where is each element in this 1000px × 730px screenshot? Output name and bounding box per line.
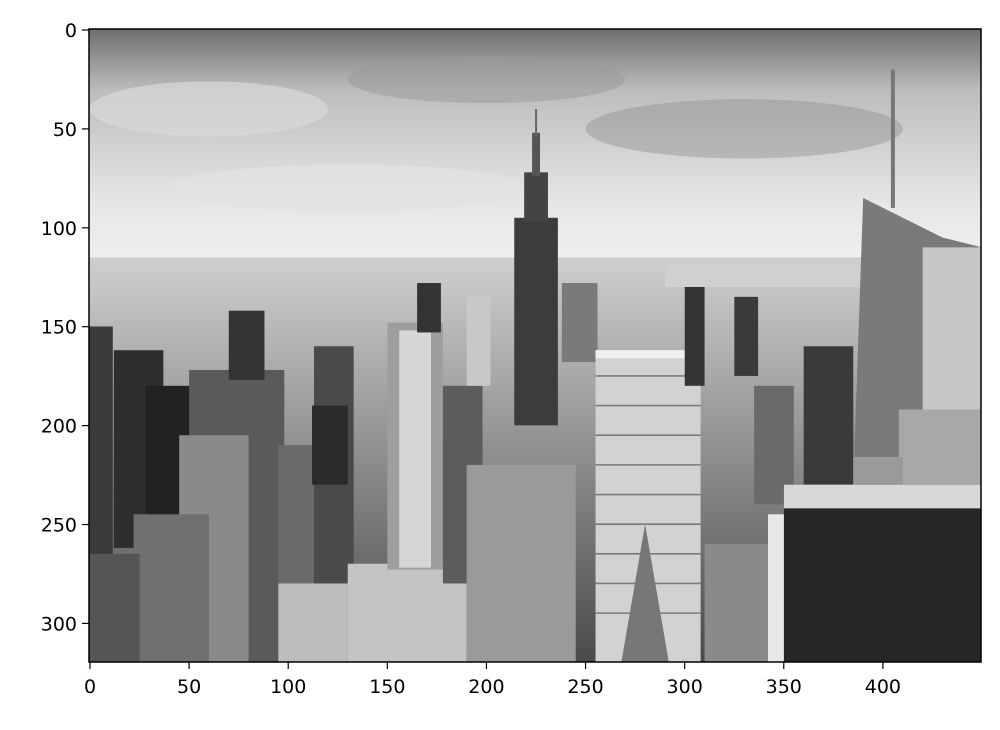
- x-tick-label: 300: [667, 676, 703, 698]
- x-tick-label: 200: [468, 676, 504, 698]
- x-tick-label: 250: [567, 676, 603, 698]
- axes: 0 50 100 150 200 250 300 350 400 0 50 100 150 200 250 3…: [41, 20, 982, 698]
- x-tick-label: 150: [369, 676, 405, 698]
- y-tick-label: 250: [41, 515, 77, 537]
- x-tick-label: 350: [766, 676, 802, 698]
- y-tick-label: 100: [41, 218, 77, 240]
- y-tick-label: 300: [41, 613, 77, 635]
- x-tick-label: 400: [865, 676, 901, 698]
- axes-frame: [88, 28, 982, 663]
- y-tick-label: 50: [53, 119, 77, 141]
- x-tick-label: 50: [177, 676, 201, 698]
- y-tick-label: 150: [41, 317, 77, 339]
- x-tick-label: 0: [84, 676, 96, 698]
- y-tick-label: 200: [41, 416, 77, 438]
- image: [89, 29, 982, 662]
- y-tick-label: 0: [65, 20, 77, 42]
- x-tick-label: 100: [270, 676, 306, 698]
